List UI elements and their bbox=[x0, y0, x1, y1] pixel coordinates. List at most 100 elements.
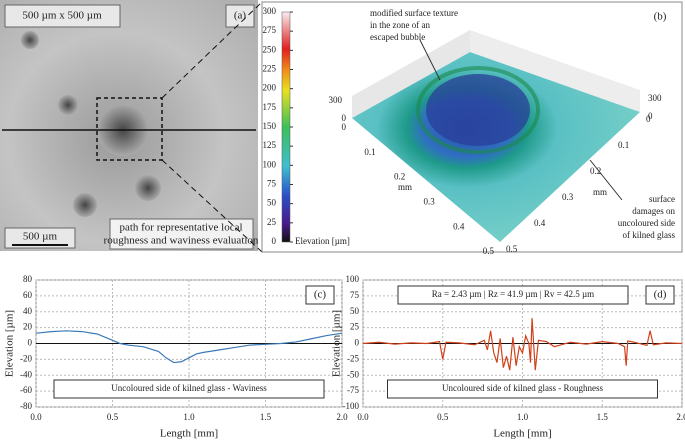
y-tick-label: -60 bbox=[20, 385, 32, 395]
scale-text: 500 µm bbox=[23, 231, 58, 243]
colorbar-tick-label: 300 bbox=[263, 6, 277, 16]
colorbar-tick-label: 225 bbox=[263, 64, 277, 74]
colorbar-tick-label: 200 bbox=[263, 83, 277, 93]
bubble-note: in the zone of an bbox=[370, 20, 430, 30]
stats-box bbox=[397, 285, 629, 305]
label-box bbox=[645, 285, 675, 305]
x-tick-label: 0.0 bbox=[357, 412, 369, 422]
y-tick-label: 25 bbox=[350, 322, 360, 332]
axis3d-tick-label: 0.1 bbox=[618, 140, 629, 150]
zoom-connector bbox=[161, 159, 263, 253]
x-axis-label: Length [mm] bbox=[160, 428, 218, 440]
bubble bbox=[58, 95, 78, 115]
label-box bbox=[4, 227, 76, 249]
z-label: 300 bbox=[648, 93, 662, 103]
bubble bbox=[73, 193, 97, 217]
y-tick-label: 0 bbox=[28, 338, 33, 348]
axis3d-tick-label: 0.2 bbox=[590, 166, 601, 176]
axis-unit: mm bbox=[593, 187, 607, 197]
axis-unit: mm bbox=[398, 182, 412, 192]
axis3d-tick-label: 0.5 bbox=[506, 244, 518, 254]
colorbar-tick-label: 0 bbox=[272, 236, 277, 246]
y-tick-label: -50 bbox=[347, 369, 359, 379]
legend-box bbox=[387, 379, 658, 399]
colorbar-tick-label: 25 bbox=[267, 217, 277, 227]
axis3d-tick-label: 0.3 bbox=[562, 192, 574, 202]
y-tick-label: -75 bbox=[347, 385, 359, 395]
x-tick-label: 1.5 bbox=[260, 412, 272, 422]
axis3d-tick-label: 0.3 bbox=[424, 196, 436, 206]
damage-note: damages on bbox=[632, 206, 675, 216]
leader bbox=[419, 39, 441, 81]
y-tick-label: 100 bbox=[346, 274, 360, 284]
y-tick-label: -25 bbox=[347, 353, 359, 363]
x-tick-label: 0.0 bbox=[30, 412, 42, 422]
colorbar-tick-label: 275 bbox=[263, 25, 277, 35]
axis3d-tick-label: 0 bbox=[342, 122, 347, 132]
y-tick-label: 0 bbox=[355, 338, 360, 348]
colorbar-tick-label: 50 bbox=[267, 198, 277, 208]
x-axis-label: Length [mm] bbox=[493, 428, 551, 440]
panel-label: (d) bbox=[654, 289, 667, 301]
y-tick-label: -100 bbox=[343, 401, 360, 411]
bubble bbox=[21, 31, 39, 49]
y-tick-label: 60 bbox=[23, 290, 33, 300]
colorbar-tick-label: 100 bbox=[263, 159, 277, 169]
surface bbox=[352, 52, 640, 242]
panel-b: Elevation [µm] 300 0 300 0 mm mm (b) mod… bbox=[261, 1, 683, 253]
wall bbox=[352, 30, 470, 118]
y-tick-label: 80 bbox=[23, 274, 33, 284]
axis3d-tick-label: 0.4 bbox=[534, 218, 546, 228]
colorbar bbox=[281, 11, 291, 243]
damage-note: surface bbox=[649, 194, 675, 204]
x-tick-label: 0.5 bbox=[107, 412, 119, 422]
y-tick-label: 40 bbox=[23, 306, 33, 316]
colorbar-tick-label: 175 bbox=[263, 102, 277, 112]
y-tick-label: 75 bbox=[350, 290, 360, 300]
x-tick-label: 2.0 bbox=[336, 412, 348, 422]
x-tick-label: 1.0 bbox=[183, 412, 195, 422]
y-tick-label: -80 bbox=[20, 401, 32, 411]
label-box bbox=[225, 4, 255, 28]
panel-label: (b) bbox=[654, 11, 667, 23]
x-tick-label: 1.0 bbox=[517, 412, 529, 422]
stats-text: Ra = 2.43 µm | Rz = 41.9 µm | Rv = 42.5 … bbox=[432, 289, 594, 299]
damage-note: of kilned glass bbox=[623, 230, 676, 240]
y-tick-label: -40 bbox=[20, 369, 32, 379]
y-axis-label: Elevation [µm] bbox=[331, 310, 343, 377]
colorbar-tick-label: 125 bbox=[263, 140, 277, 150]
x-tick-label: 2.0 bbox=[676, 412, 685, 422]
axis3d-tick-label: 0.2 bbox=[394, 172, 405, 182]
data-line bbox=[362, 318, 683, 371]
z-label: 0 bbox=[342, 113, 347, 123]
panel-label: (c) bbox=[314, 289, 327, 301]
label-box bbox=[305, 285, 335, 305]
axis3d-tick-label: 0.1 bbox=[364, 147, 375, 157]
panel-a: 500 µm x 500 µm (a) 500 µm path for repr… bbox=[0, 0, 263, 253]
axis3d-tick-label: 0.4 bbox=[453, 221, 465, 231]
y-tick-label: 50 bbox=[350, 306, 360, 316]
data-line bbox=[35, 330, 343, 364]
z-label: 300 bbox=[329, 95, 343, 105]
bubble bbox=[135, 175, 161, 201]
z-label: 0 bbox=[648, 111, 653, 121]
y-tick-label: 20 bbox=[23, 322, 33, 332]
x-tick-label: 0.5 bbox=[437, 412, 449, 422]
bubble-note: modified surface texture bbox=[370, 8, 458, 18]
path-note: roughness and waviness evaluation bbox=[104, 235, 259, 247]
colorbar-tick-label: 150 bbox=[263, 121, 277, 131]
panel-label: (a) bbox=[234, 10, 247, 22]
leader bbox=[589, 159, 623, 201]
colorbar-tick-label: 75 bbox=[267, 179, 277, 189]
colorbar-label: Elevation [µm] bbox=[295, 236, 350, 246]
wall bbox=[470, 30, 640, 112]
y-axis-label: Elevation [µm] bbox=[4, 310, 16, 377]
bubble-note: escaped bubble bbox=[370, 32, 425, 42]
legend-box bbox=[53, 379, 325, 399]
legend-label: Uncoloured side of kilned glass - Wavine… bbox=[111, 383, 267, 393]
legend-label: Uncoloured side of kilned glass - Roughn… bbox=[442, 383, 603, 393]
y-tick-label: -20 bbox=[20, 353, 32, 363]
size-text: 500 µm x 500 µm bbox=[22, 10, 102, 22]
colorbar-tick-label: 250 bbox=[263, 44, 277, 54]
